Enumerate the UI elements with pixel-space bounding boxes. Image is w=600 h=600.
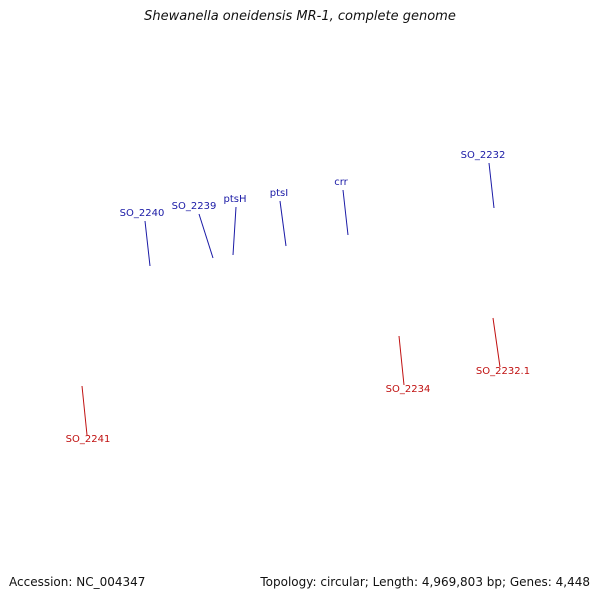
leader-line xyxy=(342,189,349,236)
gene-label[interactable]: crr xyxy=(334,177,348,188)
gene-label[interactable]: ptsI xyxy=(270,188,288,199)
gene-label[interactable]: SO_2241 xyxy=(66,434,111,445)
leader-line xyxy=(81,385,88,436)
accession-text: Accession: NC_004347 xyxy=(9,575,146,589)
leader-line xyxy=(279,200,287,247)
gene-label[interactable]: ptsH xyxy=(224,194,247,205)
leader-line xyxy=(198,213,214,259)
gene-label[interactable]: SO_2240 xyxy=(120,208,165,219)
gene-label[interactable]: SO_2232.1 xyxy=(476,366,530,377)
leader-line xyxy=(144,220,151,267)
leader-line xyxy=(488,162,495,209)
genome-summary-text: Topology: circular; Length: 4,969,803 bp… xyxy=(260,575,590,589)
gene-label[interactable]: SO_2234 xyxy=(386,384,431,395)
leader-line xyxy=(492,317,501,368)
leader-line xyxy=(398,335,405,386)
gene-label[interactable]: SO_2232 xyxy=(461,150,506,161)
leader-line xyxy=(232,206,237,256)
gene-label[interactable]: SO_2239 xyxy=(172,201,217,212)
map-title: Shewanella oneidensis MR-1, complete gen… xyxy=(144,9,456,24)
